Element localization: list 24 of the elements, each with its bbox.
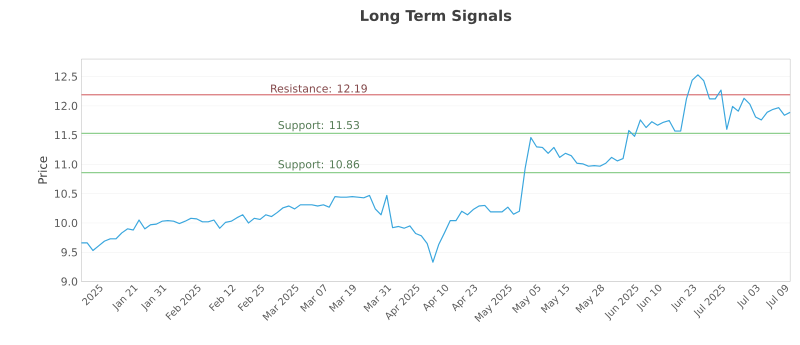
x-tick-label: Jan 31 <box>141 285 167 312</box>
y-axis-title: Price <box>38 156 48 184</box>
x-tick-label: Feb 25 <box>238 284 264 312</box>
x-tick-label: Jul 09 <box>766 285 788 310</box>
x-tick-label: Mar 31 <box>363 285 392 312</box>
y-tick-label: 12.0 <box>55 102 78 110</box>
y-tick-label: 9.0 <box>61 278 78 286</box>
x-tick-label: Mar 07 <box>300 284 326 312</box>
y-tick-label: 9.5 <box>61 248 77 257</box>
x-tick-label: Apr 23 <box>452 284 478 312</box>
x-tick-label: Mar 19 <box>328 285 356 312</box>
y-tick-label: 11.0 <box>55 160 78 169</box>
y-tick-label: 12.5 <box>55 72 77 81</box>
x-tick-label: Apr 10 <box>423 284 448 312</box>
ref-line-label: Support: 11.53 <box>278 121 359 132</box>
ref-line-label: Support: 10.86 <box>278 160 360 171</box>
x-tick-label: Jul 03 <box>737 285 760 310</box>
y-tick-label: 11.5 <box>55 131 77 140</box>
x-tick-label: Feb 12 <box>208 285 236 312</box>
y-tick-label: 10.0 <box>55 219 78 228</box>
y-tick-label: 10.5 <box>55 190 77 198</box>
ref-line-label: Resistance: 12.19 <box>271 84 367 93</box>
chart-title: Long Term Signals <box>361 10 512 24</box>
x-tick-label: Jan 21 <box>112 285 138 312</box>
